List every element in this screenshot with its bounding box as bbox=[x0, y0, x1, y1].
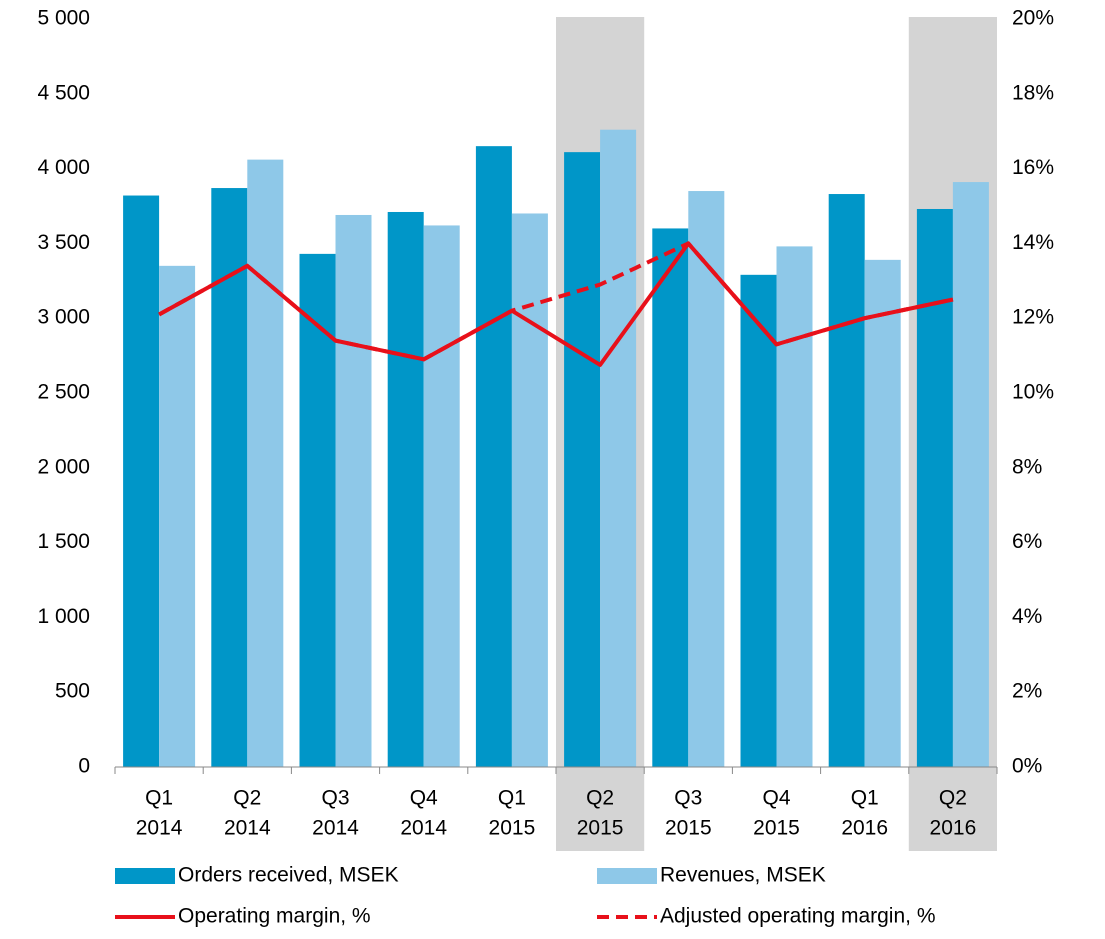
x-tick-label: Q4 bbox=[410, 787, 438, 810]
y2-tick-label: 6% bbox=[1012, 530, 1042, 553]
bar bbox=[423, 225, 460, 767]
legend-swatch bbox=[597, 868, 657, 884]
y-tick-label: 4 500 bbox=[37, 81, 90, 104]
y-tick-label: 0 bbox=[78, 755, 90, 778]
x-tick-label: 2015 bbox=[489, 817, 536, 840]
bar bbox=[916, 208, 953, 767]
x-tick-label: Q3 bbox=[674, 787, 702, 810]
y-tick-label: 4 000 bbox=[37, 156, 90, 179]
x-tick-label: 2014 bbox=[136, 817, 183, 840]
bar bbox=[740, 274, 777, 767]
x-tick-label: 2015 bbox=[665, 817, 712, 840]
bar bbox=[776, 246, 813, 768]
bar bbox=[564, 152, 601, 768]
y-tick-label: 1 500 bbox=[37, 530, 90, 553]
x-tick-label: Q2 bbox=[233, 787, 261, 810]
bar bbox=[123, 195, 160, 767]
y-tick-label: 3 500 bbox=[37, 231, 90, 254]
legend-label: Operating margin, % bbox=[178, 905, 371, 928]
x-tick-label: Q1 bbox=[145, 787, 173, 810]
x-tick-label: Q1 bbox=[498, 787, 526, 810]
y-tick-label: 5 000 bbox=[37, 7, 90, 30]
y2-tick-label: 10% bbox=[1012, 381, 1054, 404]
y2-tick-label: 14% bbox=[1012, 231, 1054, 254]
bar bbox=[864, 259, 901, 767]
legend-swatch bbox=[115, 868, 175, 884]
legend-label: Adjusted operating margin, % bbox=[660, 905, 936, 928]
x-tick-label: Q2 bbox=[586, 787, 614, 810]
x-tick-label: Q1 bbox=[851, 787, 879, 810]
bar bbox=[952, 182, 989, 768]
y-tick-label: 2 500 bbox=[37, 381, 90, 404]
bar bbox=[247, 159, 284, 767]
x-tick-label: 2014 bbox=[400, 817, 447, 840]
bar bbox=[600, 129, 637, 768]
x-tick-label: Q2 bbox=[939, 787, 967, 810]
y2-tick-label: 16% bbox=[1012, 156, 1054, 179]
x-tick-label: 2015 bbox=[577, 817, 624, 840]
legend-label: Revenues, MSEK bbox=[660, 864, 826, 887]
y2-tick-label: 0% bbox=[1012, 755, 1042, 778]
bar bbox=[511, 213, 548, 768]
bar bbox=[688, 191, 725, 768]
x-tick-label: 2015 bbox=[753, 817, 800, 840]
y2-tick-label: 2% bbox=[1012, 680, 1042, 703]
y-tick-label: 3 000 bbox=[37, 306, 90, 329]
y2-tick-label: 12% bbox=[1012, 306, 1054, 329]
x-tick-label: 2014 bbox=[312, 817, 359, 840]
bar bbox=[159, 265, 196, 767]
legend-label: Orders received, MSEK bbox=[178, 864, 399, 887]
x-tick-label: 2014 bbox=[224, 817, 271, 840]
bar bbox=[828, 194, 865, 768]
x-tick-label: Q3 bbox=[321, 787, 349, 810]
x-tick-label: Q4 bbox=[762, 787, 790, 810]
y-tick-label: 2 000 bbox=[37, 455, 90, 478]
x-tick-label: 2016 bbox=[930, 817, 977, 840]
line-series bbox=[158, 241, 954, 367]
y-tick-label: 500 bbox=[55, 680, 90, 703]
bar bbox=[335, 214, 372, 767]
bar bbox=[475, 146, 512, 767]
y2-tick-label: 18% bbox=[1012, 81, 1054, 104]
y2-tick-label: 8% bbox=[1012, 455, 1042, 478]
y2-tick-label: 20% bbox=[1012, 7, 1054, 30]
y2-tick-label: 4% bbox=[1012, 605, 1042, 628]
y-tick-label: 1 000 bbox=[37, 605, 90, 628]
bar bbox=[652, 228, 689, 767]
bar bbox=[387, 211, 424, 767]
bar bbox=[299, 253, 336, 767]
x-tick-label: 2016 bbox=[841, 817, 888, 840]
